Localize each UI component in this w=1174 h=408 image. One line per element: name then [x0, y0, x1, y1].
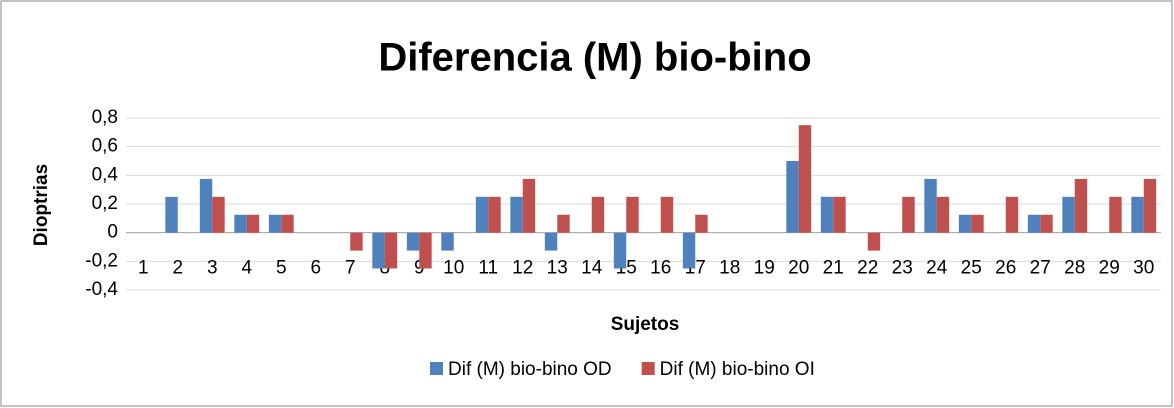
bar — [406, 232, 420, 251]
bar — [660, 196, 674, 233]
bar — [268, 214, 282, 233]
x-tick-label: 24 — [926, 258, 948, 279]
y-tick-label: 0,2 — [92, 193, 118, 214]
x-tick-label: 6 — [310, 258, 321, 279]
x-tick-label: 4 — [241, 258, 252, 279]
bar — [544, 232, 558, 251]
x-tick-label: 23 — [892, 258, 913, 279]
bar — [936, 196, 950, 233]
bar — [820, 196, 834, 233]
bar — [591, 196, 605, 233]
bar — [902, 196, 915, 233]
bar — [613, 232, 627, 269]
bar — [867, 232, 881, 251]
bar — [441, 232, 454, 251]
bar — [350, 232, 363, 251]
bar — [522, 178, 536, 233]
x-tick-label: 20 — [788, 258, 809, 279]
legend-swatch — [641, 362, 655, 375]
bar — [833, 196, 846, 233]
x-tick-label: 18 — [719, 258, 740, 279]
bar — [281, 214, 294, 233]
bar — [1005, 196, 1019, 233]
y-tick-label: -0,2 — [85, 250, 118, 271]
legend-label: Dif (M) bio-bino OI — [660, 359, 815, 380]
x-tick-label: 12 — [512, 258, 533, 279]
y-tick-label: 0,4 — [92, 164, 119, 185]
bar — [1131, 196, 1144, 233]
bar — [1109, 196, 1122, 233]
x-tick-label: 19 — [754, 258, 775, 279]
bar — [682, 232, 696, 269]
x-tick-label: 28 — [1064, 258, 1085, 279]
legend-swatch — [430, 362, 443, 375]
x-tick-label: 26 — [995, 258, 1016, 279]
bar — [246, 214, 260, 233]
bar — [1040, 214, 1053, 233]
x-axis-title: Sujetos — [611, 314, 680, 335]
bar — [199, 178, 213, 233]
x-tick-label: 21 — [823, 258, 844, 279]
bar — [165, 196, 178, 233]
bar — [971, 214, 984, 233]
x-tick-label: 5 — [276, 258, 287, 279]
chart-title: Diferencia (M) bio-bino — [378, 36, 811, 80]
y-tick-label: 0,8 — [92, 107, 118, 128]
y-tick-label: -0,4 — [85, 279, 118, 300]
x-tick-label: 11 — [478, 258, 498, 279]
legend-label: Dif (M) bio-bino OD — [448, 359, 612, 380]
bar — [695, 214, 708, 233]
x-tick-label: 13 — [547, 258, 568, 279]
x-tick-label: 1 — [138, 258, 149, 279]
bar — [1074, 178, 1088, 233]
x-tick-label: 14 — [581, 258, 603, 279]
x-tick-label: 16 — [650, 258, 671, 279]
bar — [510, 196, 523, 233]
bar — [1027, 214, 1041, 233]
x-tick-label: 27 — [1030, 258, 1051, 279]
bar — [212, 196, 225, 233]
bar — [786, 161, 799, 233]
bar — [234, 214, 247, 233]
bar — [798, 125, 812, 233]
x-tick-label: 7 — [345, 258, 356, 279]
x-tick-label: 30 — [1133, 258, 1154, 279]
x-tick-label: 29 — [1099, 258, 1120, 279]
bar — [1143, 178, 1157, 233]
x-tick-label: 2 — [172, 258, 183, 279]
bar — [372, 232, 385, 269]
x-tick-label: 22 — [857, 258, 878, 279]
bar — [419, 232, 432, 269]
bar — [1062, 196, 1075, 233]
bar — [557, 214, 570, 233]
y-tick-label: 0,6 — [92, 136, 118, 157]
y-tick-label: 0 — [107, 222, 118, 243]
bar — [958, 214, 972, 233]
y-axis-title: Dioptrias — [31, 164, 52, 246]
x-tick-label: 10 — [443, 258, 464, 279]
x-tick-label: 25 — [961, 258, 982, 279]
bar — [488, 196, 501, 233]
x-tick-label: 3 — [207, 258, 218, 279]
bar — [384, 232, 398, 269]
bar — [475, 196, 489, 233]
bar — [626, 196, 639, 233]
bar — [924, 178, 937, 233]
